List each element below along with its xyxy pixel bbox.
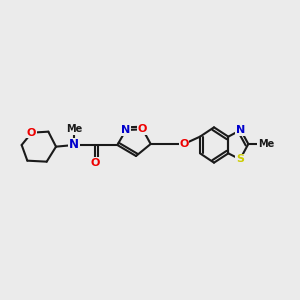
Text: S: S [236, 154, 244, 164]
Text: O: O [27, 128, 36, 138]
Text: O: O [90, 158, 100, 168]
Text: N: N [236, 125, 245, 135]
Text: Me: Me [66, 124, 82, 134]
Text: O: O [179, 139, 189, 149]
Text: O: O [138, 124, 147, 134]
Text: N: N [122, 125, 130, 135]
Text: N: N [69, 139, 79, 152]
Text: Me: Me [258, 139, 274, 149]
